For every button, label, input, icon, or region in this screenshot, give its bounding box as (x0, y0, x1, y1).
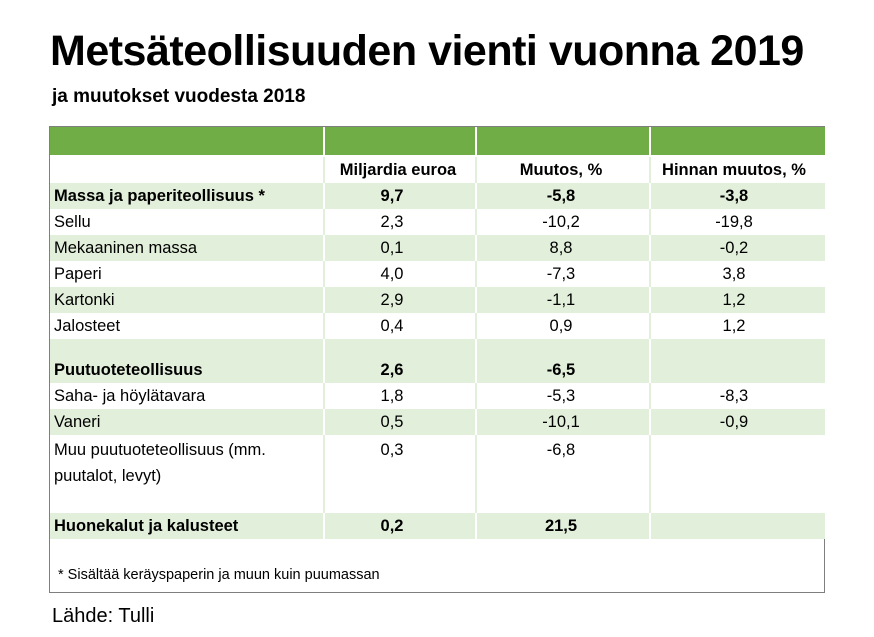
table-footnote: * Sisältää keräyspaperin ja muun kuin pu… (58, 567, 380, 583)
row-change: 21,5 (475, 513, 650, 539)
row-label: Massa ja paperiteollisuus * (50, 183, 324, 209)
row-change: 8,8 (475, 235, 650, 261)
row-price-change (649, 435, 825, 489)
row-value: 0,3 (323, 435, 476, 489)
row-change: -10,2 (475, 209, 650, 235)
row-change: -1,1 (475, 287, 650, 313)
row-price-change (649, 513, 825, 539)
row-price-change: -0,9 (649, 409, 825, 435)
table-row: Muu puutuoteteollisuus (mm. puutalot, le… (50, 435, 825, 489)
source-note: Lähde: Tulli (52, 605, 155, 627)
table-row: Sellu 2,3 -10,2 -19,8 (50, 209, 825, 235)
row-price-change: 1,2 (649, 287, 825, 313)
export-table: Miljardia euroa Muutos, % Hinnan muutos,… (50, 127, 825, 539)
row-value: 2,3 (323, 209, 476, 235)
row-label: Saha- ja höylätavara (50, 383, 324, 409)
column-header-change: Muutos, % (475, 156, 650, 183)
row-price-change: -0,2 (649, 235, 825, 261)
row-label: Vaneri (50, 409, 324, 435)
row-value: 4,0 (323, 261, 476, 287)
row-value: 2,6 (323, 357, 476, 383)
row-change: -5,3 (475, 383, 650, 409)
table-row: Vaneri 0,5 -10,1 -0,9 (50, 409, 825, 435)
row-price-change: 3,8 (649, 261, 825, 287)
row-price-change (649, 357, 825, 383)
row-change: 0,9 (475, 313, 650, 339)
row-change: -10,1 (475, 409, 650, 435)
table-spacer-row (50, 489, 825, 513)
table-spacer-row (50, 339, 825, 357)
row-change: -6,5 (475, 357, 650, 383)
row-price-change: -3,8 (649, 183, 825, 209)
row-label: Sellu (50, 209, 324, 235)
row-change: -5,8 (475, 183, 650, 209)
row-label: Huonekalut ja kalusteet (50, 513, 324, 539)
row-label: Mekaaninen massa (50, 235, 324, 261)
column-header-price-change: Hinnan muutos, % (649, 156, 825, 183)
row-value: 9,7 (323, 183, 476, 209)
column-header-value: Miljardia euroa (323, 156, 476, 183)
table-row: Massa ja paperiteollisuus * 9,7 -5,8 -3,… (50, 183, 825, 209)
table-header-row: Miljardia euroa Muutos, % Hinnan muutos,… (50, 156, 825, 183)
export-table-container: Miljardia euroa Muutos, % Hinnan muutos,… (49, 126, 825, 593)
table-header-band (50, 127, 825, 157)
row-value: 0,1 (323, 235, 476, 261)
row-value: 2,9 (323, 287, 476, 313)
row-value: 0,2 (323, 513, 476, 539)
row-price-change: -8,3 (649, 383, 825, 409)
column-header-label (50, 156, 324, 183)
table-row: Saha- ja höylätavara 1,8 -5,3 -8,3 (50, 383, 825, 409)
table-row: Jalosteet 0,4 0,9 1,2 (50, 313, 825, 339)
row-label: Puutuoteteollisuus (50, 357, 324, 383)
page-title: Metsäteollisuuden vienti vuonna 2019 (50, 27, 804, 75)
row-label: Muu puutuoteteollisuus (mm. puutalot, le… (50, 435, 324, 489)
row-label: Paperi (50, 261, 324, 287)
row-value: 1,8 (323, 383, 476, 409)
table-row: Paperi 4,0 -7,3 3,8 (50, 261, 825, 287)
table-row: Puutuoteteollisuus 2,6 -6,5 (50, 357, 825, 383)
row-change: -6,8 (475, 435, 650, 489)
row-change: -7,3 (475, 261, 650, 287)
table-row: Kartonki 2,9 -1,1 1,2 (50, 287, 825, 313)
table-row: Huonekalut ja kalusteet 0,2 21,5 (50, 513, 825, 539)
row-value: 0,4 (323, 313, 476, 339)
row-price-change: -19,8 (649, 209, 825, 235)
page-subtitle: ja muutokset vuodesta 2018 (52, 86, 306, 107)
table-row: Mekaaninen massa 0,1 8,8 -0,2 (50, 235, 825, 261)
row-value: 0,5 (323, 409, 476, 435)
row-price-change: 1,2 (649, 313, 825, 339)
row-label: Kartonki (50, 287, 324, 313)
row-label: Jalosteet (50, 313, 324, 339)
